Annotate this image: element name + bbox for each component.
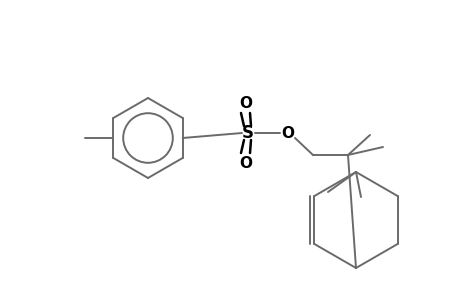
Text: O: O xyxy=(239,155,252,170)
Text: O: O xyxy=(239,95,252,110)
Text: S: S xyxy=(241,124,253,142)
Text: O: O xyxy=(281,125,294,140)
